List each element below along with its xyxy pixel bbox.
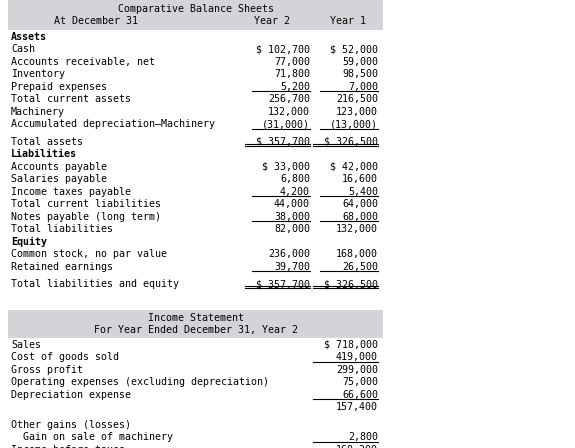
Text: 157,400: 157,400 [336,402,378,412]
Text: 4,200: 4,200 [280,187,310,197]
Text: Total liabilities: Total liabilities [11,224,113,234]
Text: $ 718,000: $ 718,000 [324,340,378,350]
Text: 123,000: 123,000 [336,107,378,117]
Text: 68,000: 68,000 [342,212,378,222]
Text: (13,000): (13,000) [330,119,378,129]
Text: Gross profit: Gross profit [11,365,83,375]
Text: Assets: Assets [11,32,47,42]
Text: 5,200: 5,200 [280,82,310,92]
Text: 168,000: 168,000 [336,250,378,259]
Text: Income taxes payable: Income taxes payable [11,187,131,197]
Text: Retained earnings: Retained earnings [11,262,113,272]
Text: 16,600: 16,600 [342,174,378,185]
Text: Machinery: Machinery [11,107,65,117]
Text: $ 42,000: $ 42,000 [330,162,378,172]
Text: Cash: Cash [11,44,35,54]
Text: $ 326,500: $ 326,500 [324,137,378,147]
Text: $ 357,700: $ 357,700 [256,137,310,147]
Text: Liabilities: Liabilities [11,149,77,159]
Text: Total liabilities and equity: Total liabilities and equity [11,280,179,289]
Text: 64,000: 64,000 [342,199,378,209]
Text: Sales: Sales [11,340,41,350]
Bar [8,0,383,30]
Text: Year 1: Year 1 [330,16,366,26]
Text: $ 52,000: $ 52,000 [330,44,378,54]
Text: Common stock, no par value: Common stock, no par value [11,250,167,259]
Text: Comparative Balance Sheets: Comparative Balance Sheets [117,4,274,14]
Text: Year 2: Year 2 [254,16,290,26]
Text: Other gains (losses): Other gains (losses) [11,420,131,430]
Text: 59,000: 59,000 [342,57,378,67]
Text: Depreciation expense: Depreciation expense [11,390,131,400]
Bar [8,310,383,338]
Text: Accounts payable: Accounts payable [11,162,107,172]
Text: Operating expenses (excluding depreciation): Operating expenses (excluding depreciati… [11,377,269,388]
Text: Salaries payable: Salaries payable [11,174,107,185]
Text: 236,000: 236,000 [268,250,310,259]
Text: 66,600: 66,600 [342,390,378,400]
Text: $ 357,700: $ 357,700 [256,280,310,289]
Text: 71,800: 71,800 [274,69,310,79]
Text: 38,000: 38,000 [274,212,310,222]
Text: For Year Ended December 31, Year 2: For Year Ended December 31, Year 2 [94,325,297,335]
Text: 216,500: 216,500 [336,95,378,104]
Text: 6,800: 6,800 [280,174,310,185]
Text: Accumulated depreciation–Machinery: Accumulated depreciation–Machinery [11,119,215,129]
Text: 256,700: 256,700 [268,95,310,104]
Text: 39,700: 39,700 [274,262,310,272]
Text: Income Statement: Income Statement [148,313,243,323]
Text: Income before taxes: Income before taxes [11,445,125,448]
Text: $ 326,500: $ 326,500 [324,280,378,289]
Text: 75,000: 75,000 [342,377,378,388]
Text: Accounts receivable, net: Accounts receivable, net [11,57,155,67]
Text: Cost of goods sold: Cost of goods sold [11,353,119,362]
Text: 2,800: 2,800 [348,432,378,442]
Text: Gain on sale of machinery: Gain on sale of machinery [11,432,173,442]
Text: 5,400: 5,400 [348,187,378,197]
Text: $ 102,700: $ 102,700 [256,44,310,54]
Text: Total current assets: Total current assets [11,95,131,104]
Text: 77,000: 77,000 [274,57,310,67]
Text: Notes payable (long term): Notes payable (long term) [11,212,161,222]
Text: At December 31: At December 31 [54,16,138,26]
Text: 82,000: 82,000 [274,224,310,234]
Text: Prepaid expenses: Prepaid expenses [11,82,107,92]
Text: (31,000): (31,000) [262,119,310,129]
Text: 26,500: 26,500 [342,262,378,272]
Text: Inventory: Inventory [11,69,65,79]
Text: Total current liabilities: Total current liabilities [11,199,161,209]
Text: Total assets: Total assets [11,137,83,147]
Text: 7,000: 7,000 [348,82,378,92]
Text: 132,000: 132,000 [336,224,378,234]
Text: 419,000: 419,000 [336,353,378,362]
Text: 98,500: 98,500 [342,69,378,79]
Text: 44,000: 44,000 [274,199,310,209]
Text: 132,000: 132,000 [268,107,310,117]
Text: Equity: Equity [11,237,47,247]
Text: 160,200: 160,200 [336,445,378,448]
Text: $ 33,000: $ 33,000 [262,162,310,172]
Text: 299,000: 299,000 [336,365,378,375]
